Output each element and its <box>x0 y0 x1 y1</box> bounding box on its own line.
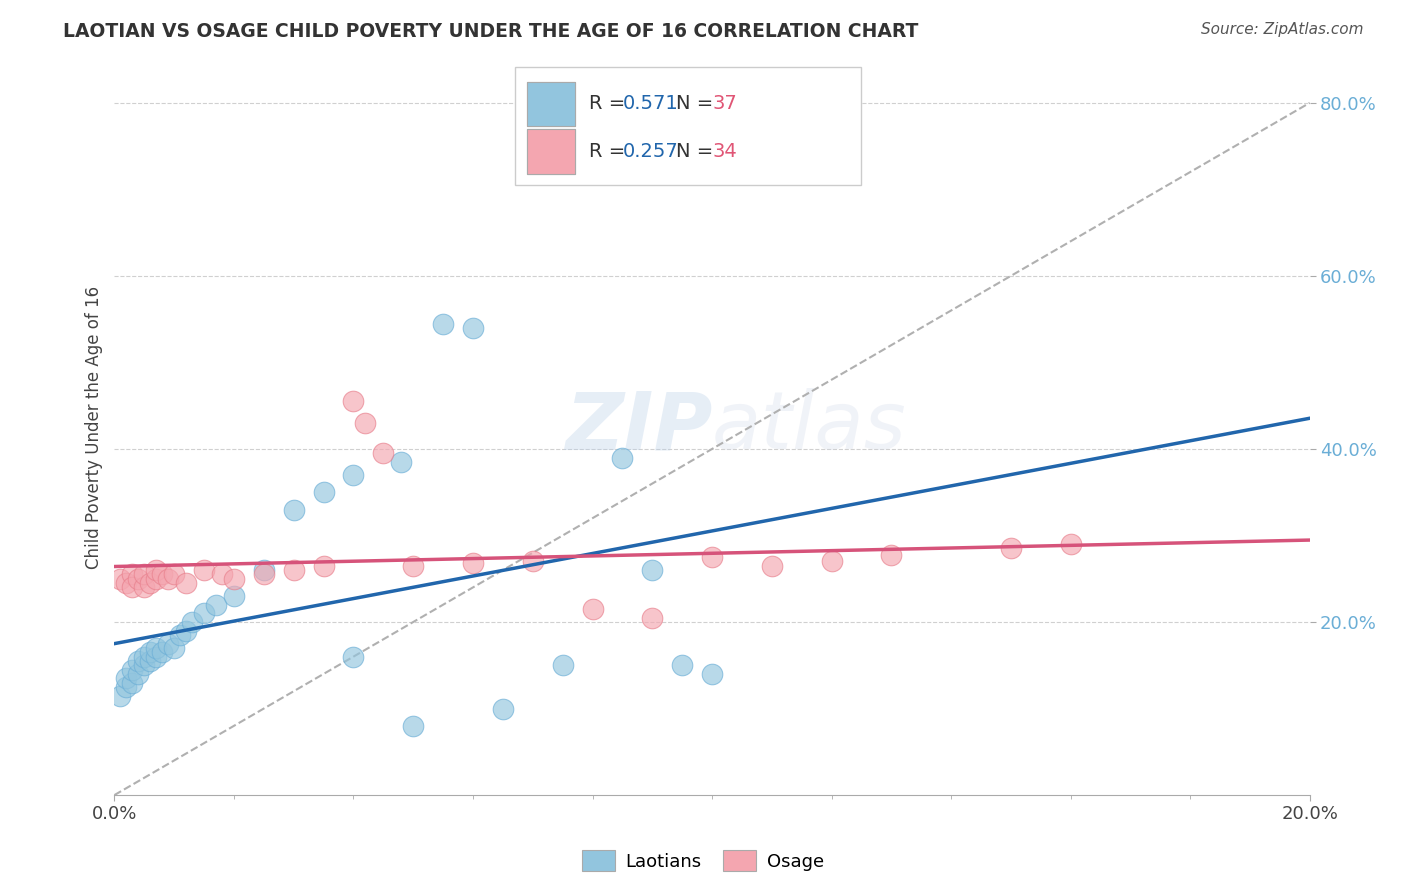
Point <box>312 558 335 573</box>
Point <box>389 455 412 469</box>
Y-axis label: Child Poverty Under the Age of 16: Child Poverty Under the Age of 16 <box>86 285 103 569</box>
Point <box>342 649 364 664</box>
Point <box>205 598 228 612</box>
Point <box>522 554 544 568</box>
Text: ZIP: ZIP <box>565 388 711 467</box>
Point <box>157 572 180 586</box>
Point <box>1059 537 1081 551</box>
Point <box>820 554 842 568</box>
Text: R =: R = <box>589 142 631 161</box>
Point <box>641 610 664 624</box>
FancyBboxPatch shape <box>527 82 575 126</box>
Point <box>193 563 215 577</box>
Point <box>402 558 425 573</box>
Point <box>110 689 132 703</box>
Text: N =: N = <box>676 95 720 113</box>
Point <box>121 663 143 677</box>
Text: 0.257: 0.257 <box>623 142 678 161</box>
Point <box>211 567 233 582</box>
Point <box>145 572 167 586</box>
Point <box>163 640 186 655</box>
Point <box>121 675 143 690</box>
FancyBboxPatch shape <box>527 129 575 174</box>
Point <box>283 502 305 516</box>
Text: atlas: atlas <box>711 388 907 467</box>
Point <box>150 567 173 582</box>
Point <box>253 567 276 582</box>
Point <box>700 667 723 681</box>
Point <box>432 317 454 331</box>
Point <box>174 576 197 591</box>
Point <box>115 680 138 694</box>
Point <box>145 649 167 664</box>
Point <box>461 321 484 335</box>
Point <box>551 658 574 673</box>
Point <box>283 563 305 577</box>
Point <box>373 446 395 460</box>
Point <box>222 589 245 603</box>
Point <box>354 416 377 430</box>
Point <box>163 567 186 582</box>
Point <box>222 572 245 586</box>
Point <box>612 450 634 465</box>
Point <box>157 637 180 651</box>
Point <box>761 558 783 573</box>
Point <box>700 550 723 565</box>
Point <box>139 645 162 659</box>
Point <box>110 572 132 586</box>
Point <box>127 572 149 586</box>
Point <box>139 654 162 668</box>
Point <box>342 394 364 409</box>
Point <box>145 640 167 655</box>
Point <box>150 645 173 659</box>
Point <box>641 563 664 577</box>
Legend: Laotians, Osage: Laotians, Osage <box>575 843 831 879</box>
Point <box>193 607 215 621</box>
FancyBboxPatch shape <box>515 67 862 185</box>
Point <box>671 658 693 673</box>
Point <box>342 467 364 482</box>
Text: 0.571: 0.571 <box>623 95 678 113</box>
Point <box>127 667 149 681</box>
Point <box>139 576 162 591</box>
Point <box>181 615 204 629</box>
Point <box>880 548 903 562</box>
Text: N =: N = <box>676 142 720 161</box>
Point <box>402 719 425 733</box>
Text: 37: 37 <box>711 95 737 113</box>
Text: Source: ZipAtlas.com: Source: ZipAtlas.com <box>1201 22 1364 37</box>
Point <box>312 485 335 500</box>
Point <box>253 563 276 577</box>
Point <box>121 581 143 595</box>
Point <box>174 624 197 638</box>
Text: R =: R = <box>589 95 631 113</box>
Point <box>461 556 484 570</box>
Point <box>115 671 138 685</box>
Point <box>134 658 156 673</box>
Point <box>134 581 156 595</box>
Point <box>492 701 515 715</box>
Point <box>1000 541 1022 556</box>
Point <box>145 563 167 577</box>
Point <box>121 567 143 582</box>
Point <box>134 567 156 582</box>
Point <box>115 576 138 591</box>
Text: 34: 34 <box>711 142 737 161</box>
Point <box>134 649 156 664</box>
Point <box>169 628 191 642</box>
Point <box>127 654 149 668</box>
Text: LAOTIAN VS OSAGE CHILD POVERTY UNDER THE AGE OF 16 CORRELATION CHART: LAOTIAN VS OSAGE CHILD POVERTY UNDER THE… <box>63 22 918 41</box>
Point <box>581 602 603 616</box>
